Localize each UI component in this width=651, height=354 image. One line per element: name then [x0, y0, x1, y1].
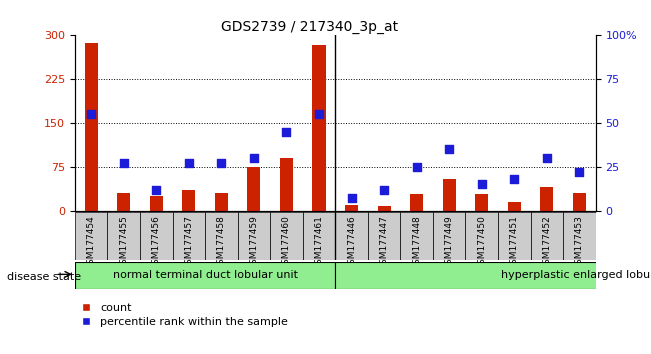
Text: GSM177456: GSM177456 [152, 215, 161, 270]
Bar [335, 212, 368, 260]
Bar [443, 178, 456, 211]
Bar [498, 212, 531, 260]
Bar [410, 194, 423, 211]
Bar [531, 212, 563, 260]
Text: GSM177449: GSM177449 [445, 215, 454, 269]
Bar [150, 196, 163, 211]
Point [216, 160, 227, 166]
Title: GDS2739 / 217340_3p_at: GDS2739 / 217340_3p_at [221, 21, 398, 34]
Bar [238, 212, 270, 260]
Bar [312, 45, 326, 211]
Bar [563, 212, 596, 260]
Text: GSM177451: GSM177451 [510, 215, 519, 270]
Text: GSM177450: GSM177450 [477, 215, 486, 270]
Text: GSM177455: GSM177455 [119, 215, 128, 270]
Bar [140, 212, 173, 260]
Bar [173, 212, 205, 260]
Point [249, 155, 259, 161]
Bar [433, 212, 465, 260]
Legend: count, percentile rank within the sample: count, percentile rank within the sample [81, 303, 288, 327]
Point [314, 112, 324, 117]
Text: GSM177459: GSM177459 [249, 215, 258, 270]
Bar [107, 212, 140, 260]
Point [118, 160, 129, 166]
Bar [540, 187, 553, 211]
Point [542, 155, 552, 161]
Bar [573, 193, 586, 211]
Bar [303, 212, 335, 260]
Point [509, 176, 519, 182]
Bar [270, 212, 303, 260]
Text: GSM177461: GSM177461 [314, 215, 324, 270]
Text: hyperplastic enlarged lobular unit: hyperplastic enlarged lobular unit [501, 270, 651, 280]
Bar [75, 212, 107, 260]
Text: GSM177460: GSM177460 [282, 215, 291, 270]
Text: normal terminal duct lobular unit: normal terminal duct lobular unit [113, 270, 298, 280]
Bar [400, 212, 433, 260]
Bar [117, 193, 130, 211]
Point [574, 169, 585, 175]
Text: GSM177453: GSM177453 [575, 215, 584, 270]
Point [379, 187, 389, 193]
Point [346, 195, 357, 201]
Bar [205, 212, 238, 260]
Bar [75, 262, 335, 289]
Bar [280, 158, 293, 211]
Text: GSM177452: GSM177452 [542, 215, 551, 269]
Text: GSM177446: GSM177446 [347, 215, 356, 269]
Text: GSM177454: GSM177454 [87, 215, 96, 269]
Bar [345, 205, 358, 211]
Point [281, 129, 292, 135]
Bar [475, 194, 488, 211]
Point [151, 187, 161, 193]
Point [184, 160, 194, 166]
Text: disease state: disease state [7, 272, 81, 282]
Bar [85, 43, 98, 211]
Bar [508, 202, 521, 211]
Bar [465, 212, 498, 260]
Text: GSM177458: GSM177458 [217, 215, 226, 270]
Text: GSM177448: GSM177448 [412, 215, 421, 269]
Text: GSM177447: GSM177447 [380, 215, 389, 269]
Bar [247, 167, 260, 211]
Point [477, 182, 487, 187]
Point [86, 112, 96, 117]
Bar [182, 190, 195, 211]
Text: GSM177457: GSM177457 [184, 215, 193, 270]
Bar [215, 193, 228, 211]
Point [411, 164, 422, 170]
Bar [368, 212, 400, 260]
Bar [378, 206, 391, 211]
Point [444, 147, 454, 152]
